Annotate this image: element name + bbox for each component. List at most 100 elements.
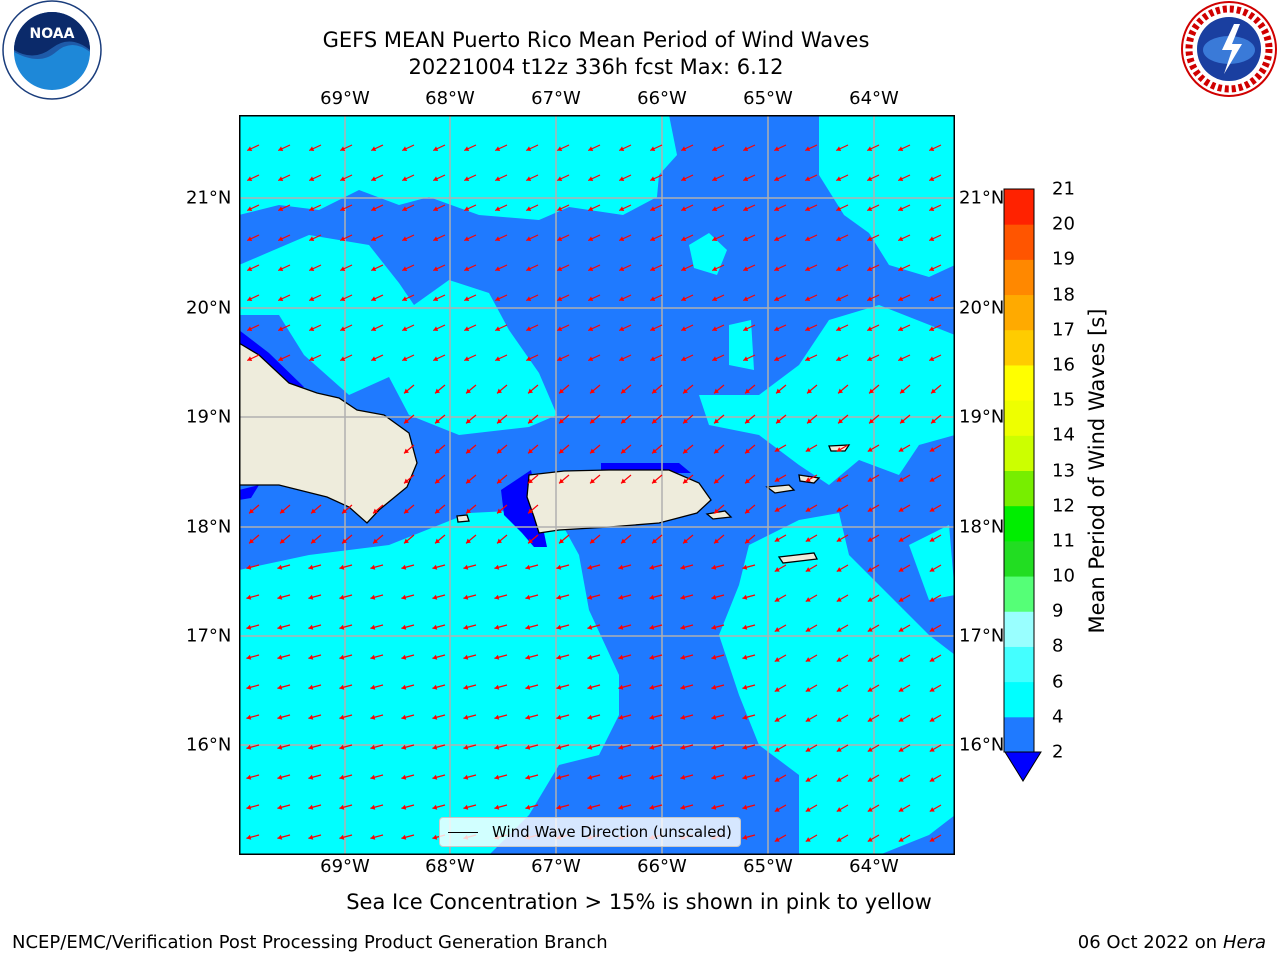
wave-direction-arrowhead (836, 356, 842, 362)
wave-direction-arrowhead (898, 627, 904, 632)
wave-direction-arrowhead (246, 774, 252, 780)
map-frame (239, 115, 955, 855)
wave-direction-arrowhead (929, 477, 935, 482)
wave-direction-arrowhead (805, 236, 811, 242)
colorbar-segment (1004, 540, 1034, 577)
wave-direction-arrowhead (246, 654, 252, 660)
lat-label-left: 17°N (186, 625, 232, 647)
wave-direction-arrowhead (898, 597, 904, 602)
wave-direction-arrowhead (898, 837, 904, 842)
lon-label-top: 66°W (637, 88, 687, 109)
wave-direction-arrowhead (774, 597, 780, 602)
wave-direction-arrowhead (836, 326, 842, 332)
colorbar-tick-label: 6 (1052, 671, 1064, 693)
wave-direction-arrowhead (557, 176, 563, 182)
wave-direction-arrowhead (618, 564, 624, 570)
wave-direction-arrowhead (528, 448, 533, 454)
wave-direction-arrowhead (309, 356, 315, 362)
wave-direction-arrowhead (650, 206, 656, 212)
wave-direction-arrowhead (929, 807, 935, 812)
colorbar-tick-label: 9 (1052, 600, 1064, 622)
wave-direction-arrowhead (432, 834, 438, 840)
wave-direction-arrowhead (342, 508, 347, 514)
wave-direction-arrowhead (743, 266, 749, 272)
wave-direction-arrowhead (929, 777, 935, 782)
wave-direction-arrowhead (370, 624, 376, 630)
lon-label-bottom: 65°W (743, 856, 793, 877)
colorbar-tick-label: 12 (1052, 495, 1075, 517)
wave-direction-arrowhead (308, 714, 314, 720)
wave-direction-arrowhead (805, 447, 811, 452)
wave-direction-arrowhead (370, 654, 376, 660)
wave-direction-arrowhead (463, 804, 469, 810)
wave-direction-arrowhead (867, 777, 873, 782)
lon-label-top: 67°W (531, 88, 581, 109)
wave-direction-arrowhead (898, 507, 904, 512)
wave-direction-arrowhead (774, 567, 780, 572)
wave-direction-arrowhead (526, 206, 532, 212)
wave-direction-arrowhead (867, 296, 873, 302)
wave-direction-arrowhead (742, 624, 748, 630)
wave-direction-arrowhead (745, 388, 750, 394)
wave-direction-arrowhead (525, 714, 531, 720)
lon-label-top: 69°W (320, 88, 370, 109)
wave-direction-arrowhead (494, 744, 500, 750)
colorbar-segment (1004, 611, 1034, 647)
wave-direction-arrowhead (836, 597, 842, 602)
wave-direction-arrowhead (649, 654, 655, 660)
wave-direction-arrowhead (371, 356, 377, 362)
wave-direction-arrowhead (495, 236, 501, 242)
wave-direction-arrowhead (495, 356, 501, 362)
wave-direction-arrowhead (464, 146, 470, 152)
wave-direction-arrowhead (836, 206, 842, 212)
wave-direction-arrowhead (435, 448, 440, 454)
wave-direction-arrowhead (774, 807, 780, 812)
wave-direction-arrowhead (618, 624, 624, 630)
wave-direction-arrowhead (280, 538, 285, 544)
lon-label-bottom: 69°W (320, 856, 370, 877)
wave-direction-arrowhead (805, 567, 811, 572)
colorbar-tick-label: 2 (1052, 741, 1064, 763)
wave-direction-arrowhead (711, 624, 717, 630)
wave-direction-arrowhead (587, 594, 593, 600)
wave-direction-arrowhead (681, 326, 687, 332)
wave-direction-arrowhead (401, 834, 407, 840)
wave-direction-arrowhead (587, 564, 593, 570)
wave-direction-arrowhead (247, 176, 253, 182)
wave-direction-arrowhead (370, 804, 376, 810)
wave-direction-arrowhead (805, 777, 811, 782)
wave-direction-arrowhead (805, 356, 811, 362)
nws-logo (1181, 1, 1277, 97)
wave-direction-arrowhead (402, 296, 408, 302)
wave-direction-arrowhead (277, 834, 283, 840)
wave-direction-arrowhead (494, 774, 500, 780)
wave-direction-arrowhead (805, 597, 811, 602)
wave-direction-arrowhead (807, 418, 812, 424)
wave-direction-arrowhead (497, 448, 502, 454)
wave-direction-arrowhead (774, 657, 780, 662)
colorbar-tick-label: 14 (1052, 424, 1075, 446)
wave-direction-arrowhead (463, 684, 469, 690)
wave-direction-arrowhead (836, 567, 842, 572)
footer-date-text: 06 Oct 2022 on (1077, 932, 1223, 953)
wave-direction-arrowhead (867, 717, 873, 722)
lon-label-bottom: 66°W (637, 856, 687, 877)
wave-direction-arrowhead (619, 146, 625, 152)
wave-direction-arrowhead (404, 388, 409, 394)
wave-direction-arrowhead (711, 654, 717, 660)
wave-direction-arrowhead (463, 714, 469, 720)
wave-direction-arrowhead (278, 356, 284, 362)
wave-direction-arrowhead (401, 804, 407, 810)
wave-direction-arrowhead (649, 594, 655, 600)
wave-direction-arrowhead (246, 834, 252, 840)
wave-direction-arrowhead (247, 146, 253, 152)
wave-direction-arrowhead (650, 296, 656, 302)
colorbar-tick-label: 17 (1052, 319, 1075, 341)
wave-direction-arrowhead (370, 774, 376, 780)
wave-direction-arrowhead (650, 326, 656, 332)
wave-direction-arrowhead (619, 356, 625, 362)
wave-direction-arrowhead (805, 176, 811, 182)
wave-direction-arrowhead (432, 804, 438, 810)
wave-direction-arrowhead (774, 717, 780, 722)
wave-direction-arrowhead (433, 146, 439, 152)
